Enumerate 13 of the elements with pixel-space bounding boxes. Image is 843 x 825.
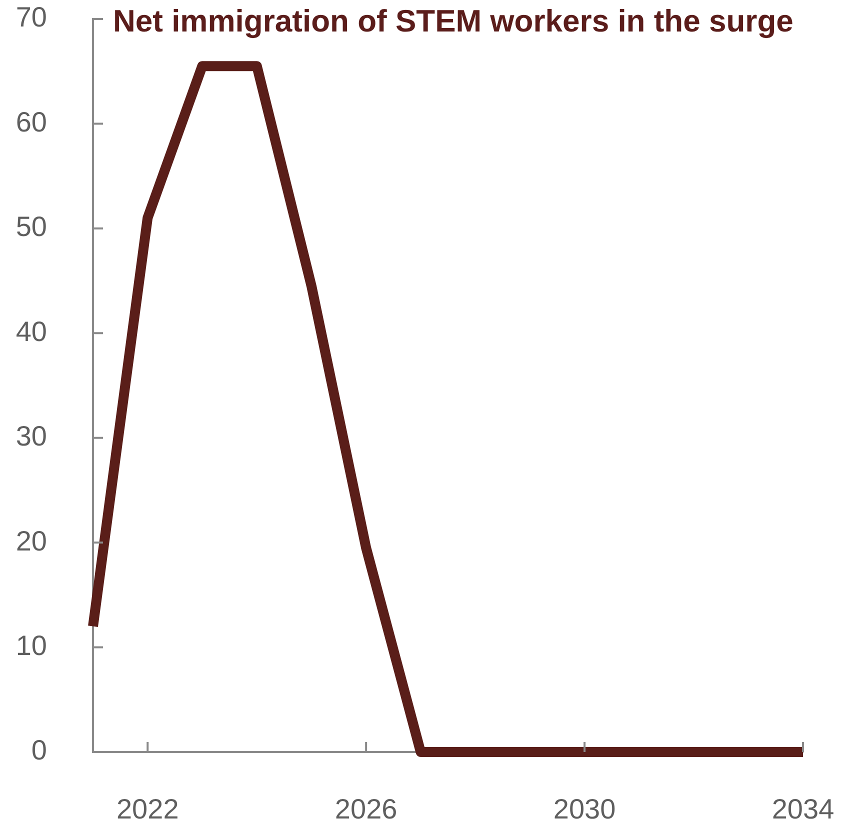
y-tick-label: 40	[16, 316, 47, 347]
y-tick-label: 30	[16, 420, 47, 452]
x-tick-label: 2034	[772, 794, 834, 825]
y-tick-label: 0	[31, 734, 47, 766]
y-tick-label: 60	[16, 106, 47, 138]
y-tick-label: 70	[16, 2, 47, 33]
x-tick-label: 2022	[116, 794, 179, 825]
y-tick-label: 50	[16, 211, 47, 242]
x-tick-label: 2030	[553, 794, 616, 825]
y-tick-label: 20	[16, 525, 47, 556]
x-tick-label: 2026	[334, 794, 398, 825]
chart-title: Net immigration of STEM workers in the surge	[113, 4, 794, 39]
y-tick-label: 10	[16, 630, 47, 662]
